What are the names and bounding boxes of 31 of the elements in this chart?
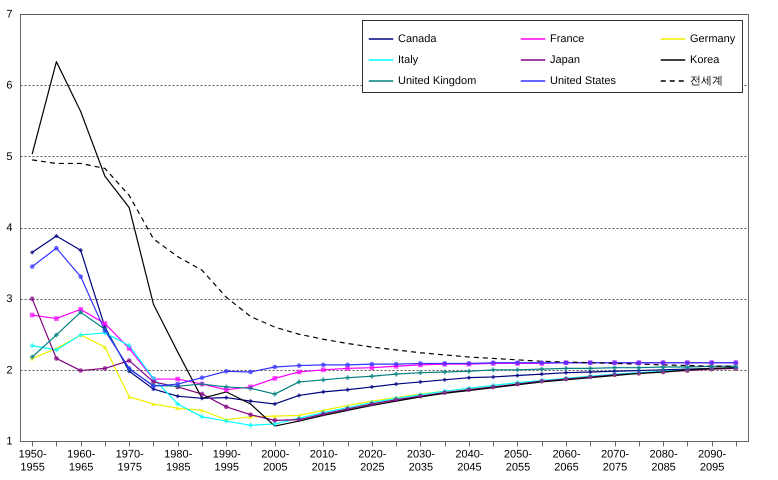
legend-label: France — [550, 33, 584, 45]
x-tick-label: 2080-2085 — [649, 448, 678, 474]
x-tick-label: 2070-2075 — [600, 448, 630, 474]
x-tick-label: 1970-1975 — [116, 448, 144, 474]
x-tick-label: 2010-2015 — [310, 448, 338, 474]
legend-label: Japan — [550, 54, 580, 66]
y-tick-label: 1 — [6, 436, 12, 448]
legend-label: United States — [550, 75, 617, 87]
legend-label: Italy — [398, 54, 419, 66]
x-tick-label: 2040-2045 — [455, 448, 484, 474]
x-tick-label: 2030-2035 — [406, 448, 436, 474]
y-tick-label: 4 — [6, 222, 12, 234]
y-tick-label: 5 — [6, 150, 12, 163]
legend-label: Korea — [690, 54, 720, 66]
legend-label: United Kingdom — [398, 75, 476, 87]
x-tick-label: 2050-2055 — [504, 448, 532, 474]
y-tick-label: 2 — [6, 364, 12, 376]
x-tick-label: 1980-1985 — [164, 448, 193, 474]
x-tick-label: 1950-1955 — [18, 448, 48, 474]
x-tick-label: 2090-2095 — [698, 448, 726, 474]
y-tick-label: 6 — [6, 80, 12, 92]
x-tick-label: 2020-2025 — [358, 448, 387, 474]
legend-label: 전세계 — [690, 75, 723, 87]
x-tick-label: 2060-2065 — [552, 448, 581, 474]
y-tick-label: 7 — [6, 8, 12, 20]
x-tick-label: 1960-1965 — [67, 448, 96, 474]
x-tick-label: 2000-2005 — [261, 448, 290, 474]
x-tick-label: 1990-1995 — [212, 448, 242, 474]
y-tick-label: 3 — [6, 293, 12, 306]
legend-label: Canada — [398, 33, 438, 45]
legend-label: Germany — [690, 33, 736, 45]
